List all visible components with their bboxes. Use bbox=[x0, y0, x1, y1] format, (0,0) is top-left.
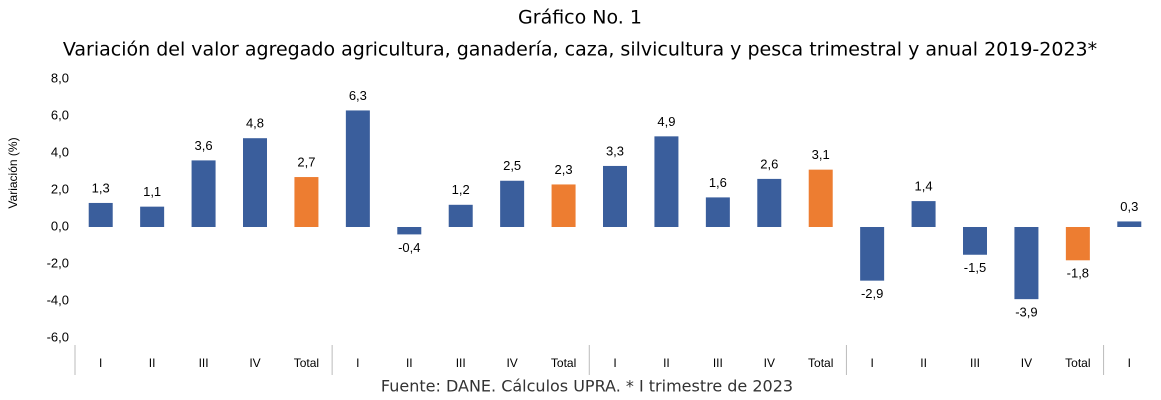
bar bbox=[397, 227, 422, 235]
bar bbox=[88, 202, 113, 227]
bar bbox=[1065, 227, 1090, 261]
x-tick-label: IV bbox=[506, 356, 517, 370]
bar bbox=[705, 197, 730, 227]
bar bbox=[860, 227, 885, 281]
value-label: 3,3 bbox=[606, 143, 624, 158]
bar bbox=[808, 169, 833, 227]
chart-title: Gráfico No. 1 bbox=[518, 7, 642, 29]
bar bbox=[1014, 227, 1039, 300]
bar bbox=[294, 177, 319, 227]
x-tick-label: Total bbox=[551, 356, 576, 370]
x-tick-label: IV bbox=[764, 356, 775, 370]
x-tick-label: III bbox=[713, 356, 723, 370]
y-tick-label: -4,0 bbox=[47, 292, 69, 307]
value-label: 3,6 bbox=[195, 138, 213, 153]
bar bbox=[551, 184, 576, 227]
y-tick-label: 8,0 bbox=[51, 70, 69, 85]
chart-subtitle: Variación del valor agregado agricultura… bbox=[63, 39, 1097, 61]
x-tick-label: I bbox=[613, 356, 616, 370]
bar bbox=[140, 206, 165, 227]
value-label: 1,1 bbox=[143, 184, 161, 199]
value-label: 1,4 bbox=[915, 179, 933, 194]
y-tick-label: -2,0 bbox=[47, 255, 69, 270]
bar bbox=[911, 201, 936, 227]
value-label: -1,5 bbox=[964, 260, 986, 275]
y-tick-label: 6,0 bbox=[51, 107, 69, 122]
value-label: 4,9 bbox=[657, 114, 675, 129]
bar bbox=[345, 110, 370, 227]
y-tick-label: 2,0 bbox=[51, 181, 69, 196]
x-tick-label: I bbox=[356, 356, 359, 370]
x-tick-label: II bbox=[663, 356, 670, 370]
value-label: 1,2 bbox=[452, 182, 470, 197]
value-label: 4,8 bbox=[246, 116, 264, 131]
value-label: 2,3 bbox=[555, 162, 573, 177]
x-tick-label: I bbox=[870, 356, 873, 370]
value-label: 0,3 bbox=[1120, 199, 1138, 214]
x-tick-label: II bbox=[406, 356, 413, 370]
x-tick-label: Total bbox=[1065, 356, 1090, 370]
value-label: 6,3 bbox=[349, 88, 367, 103]
value-label: 2,6 bbox=[760, 156, 778, 171]
bar bbox=[963, 227, 987, 255]
y-axis-label: Variación (%) bbox=[6, 137, 20, 208]
y-tick-label: 4,0 bbox=[51, 144, 69, 159]
x-tick-label: IV bbox=[1021, 356, 1032, 370]
value-label: 3,1 bbox=[812, 147, 830, 162]
value-label: 2,5 bbox=[503, 158, 521, 173]
source-note: Fuente: DANE. Cálculos UPRA. * I trimest… bbox=[381, 377, 793, 396]
x-tick-label: II bbox=[920, 356, 927, 370]
bar bbox=[191, 160, 216, 227]
value-label: -1,8 bbox=[1067, 266, 1089, 281]
value-label: -2,9 bbox=[861, 286, 883, 301]
bar bbox=[757, 178, 782, 227]
x-tick-label: III bbox=[970, 356, 980, 370]
value-label: -3,9 bbox=[1015, 305, 1037, 320]
bar bbox=[243, 138, 267, 227]
y-tick-label: -6,0 bbox=[47, 329, 69, 344]
x-tick-label: Total bbox=[808, 356, 833, 370]
bar bbox=[448, 204, 473, 227]
value-label: -0,4 bbox=[398, 240, 420, 255]
bar bbox=[1117, 221, 1142, 227]
bar bbox=[654, 136, 679, 227]
value-label: 1,6 bbox=[709, 175, 727, 190]
x-tick-label: III bbox=[199, 356, 209, 370]
x-tick-label: II bbox=[149, 356, 156, 370]
x-tick-label: III bbox=[456, 356, 466, 370]
value-label: 1,3 bbox=[92, 180, 110, 195]
x-tick-label: Total bbox=[294, 356, 319, 370]
bar bbox=[500, 180, 525, 227]
y-tick-label: 0,0 bbox=[51, 218, 69, 233]
value-label: 2,7 bbox=[297, 154, 315, 169]
x-tick-label: IV bbox=[249, 356, 260, 370]
x-tick-label: I bbox=[99, 356, 102, 370]
bar bbox=[603, 165, 627, 227]
x-tick-label: I bbox=[1128, 356, 1131, 370]
